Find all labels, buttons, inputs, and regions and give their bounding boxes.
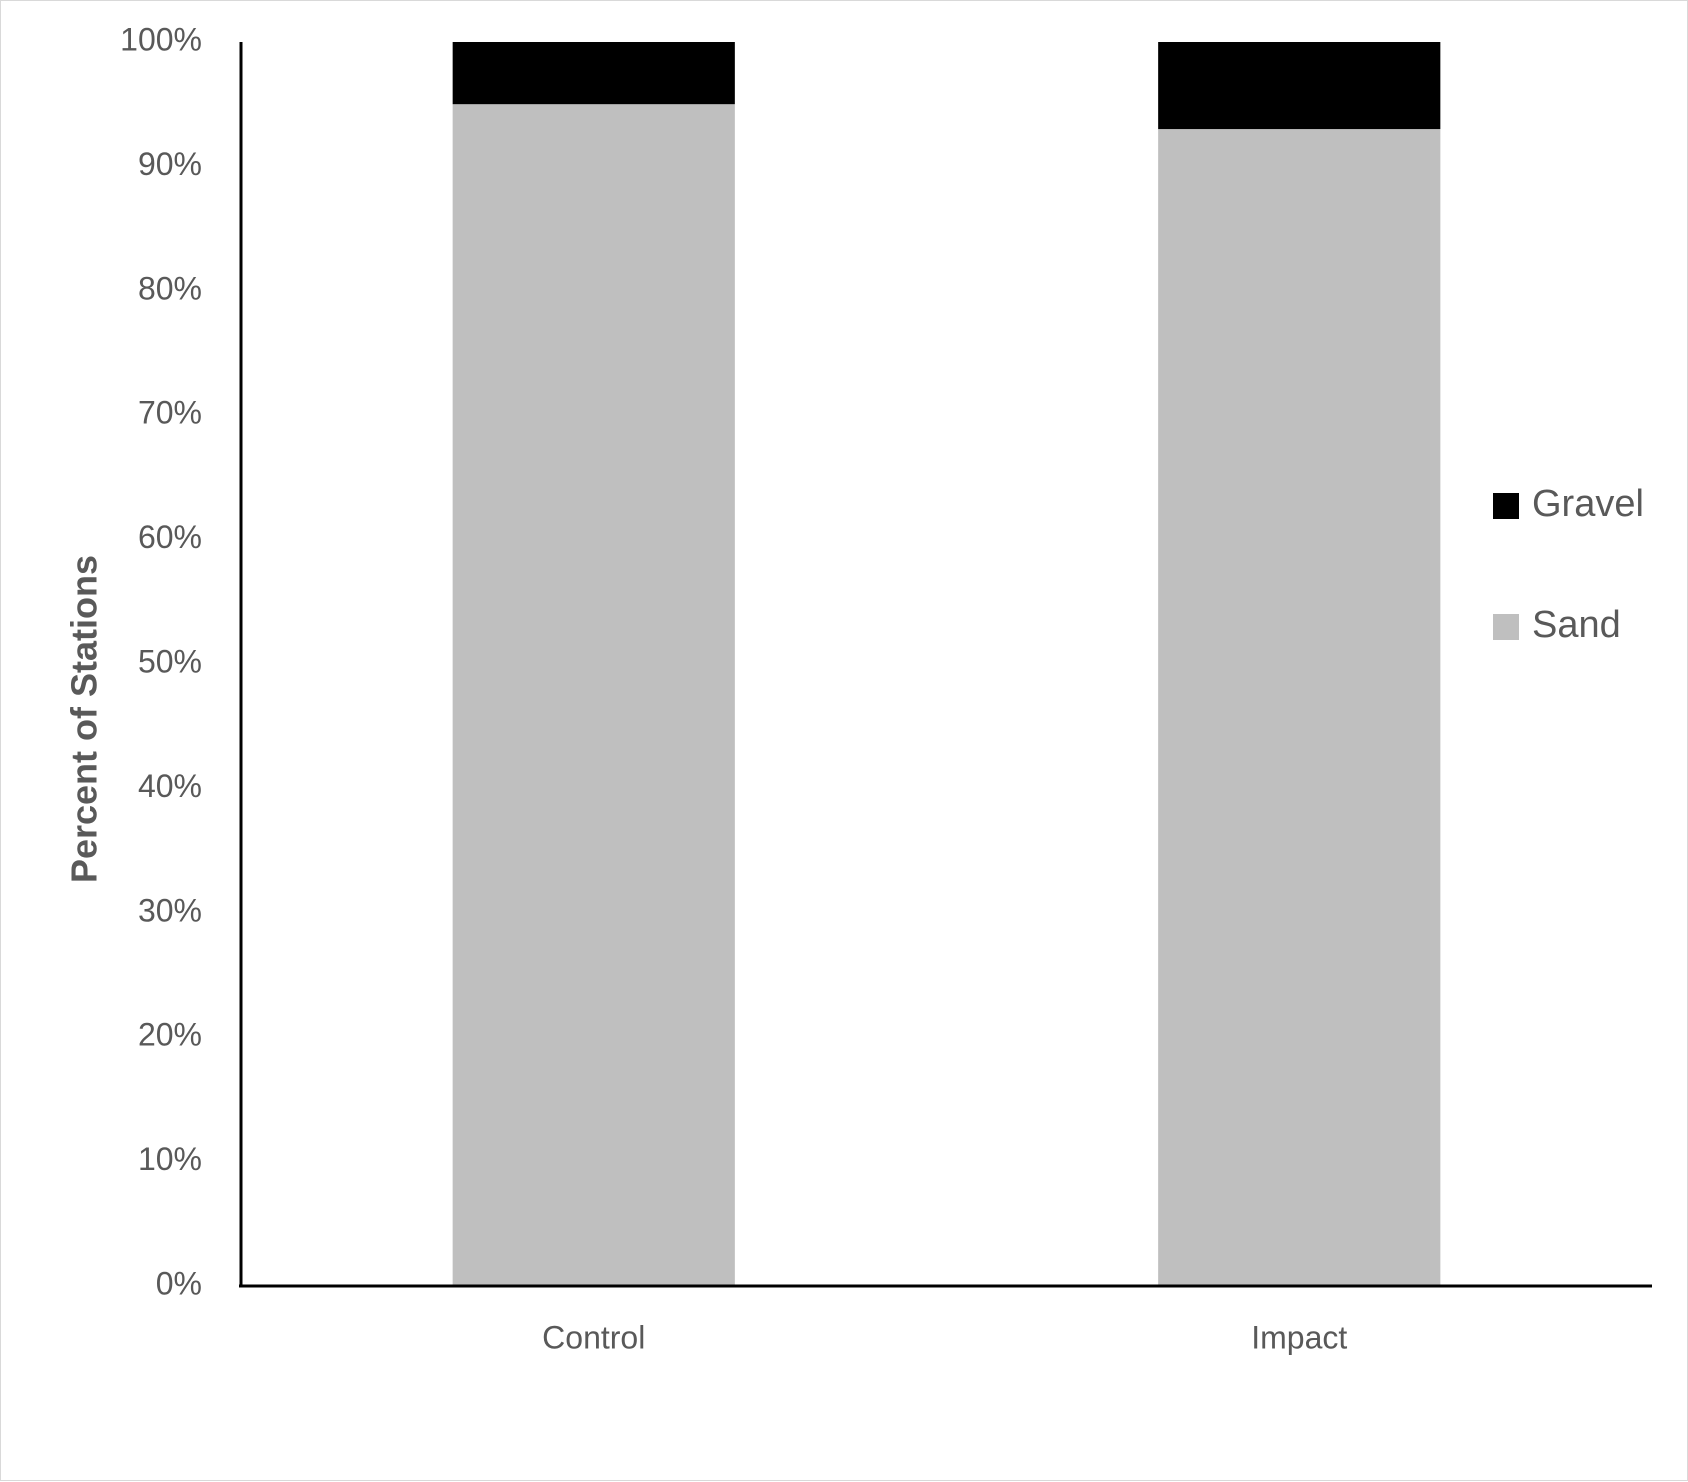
y-tick-label: 100% <box>120 21 202 57</box>
bar-gravel-control <box>452 42 735 105</box>
y-tick-label: 80% <box>138 270 202 306</box>
y-tick-labels: 0% 10% 20% 30% 40% 50% 60% 70% 80% 90% 100% <box>120 21 202 1301</box>
x-tick-labels: Control Impact <box>542 1319 1347 1355</box>
legend-swatch-sand <box>1493 614 1519 640</box>
legend-swatch-gravel <box>1493 493 1519 519</box>
y-tick-label: 40% <box>138 768 202 804</box>
legend-label-gravel: Gravel <box>1532 483 1644 525</box>
y-tick-label: 60% <box>138 519 202 555</box>
x-tick-label: Control <box>542 1319 645 1355</box>
y-tick-label: 20% <box>138 1017 202 1053</box>
y-tick-label: 10% <box>138 1141 202 1177</box>
legend-label-sand: Sand <box>1532 604 1621 646</box>
y-tick-label: 30% <box>138 892 202 928</box>
y-tick-label: 50% <box>138 643 202 679</box>
y-axis-title: Percent of Stations <box>64 555 105 883</box>
bars-layer <box>452 42 1441 1287</box>
bar-sand-impact <box>1158 129 1441 1287</box>
y-tick-label: 0% <box>156 1265 202 1301</box>
bar-gravel-impact <box>1158 42 1441 130</box>
bar-sand-control <box>452 104 735 1287</box>
y-tick-label: 70% <box>138 395 202 431</box>
legend: Gravel Sand <box>1493 483 1644 646</box>
x-tick-label: Impact <box>1251 1319 1347 1355</box>
y-tick-label: 90% <box>138 146 202 182</box>
